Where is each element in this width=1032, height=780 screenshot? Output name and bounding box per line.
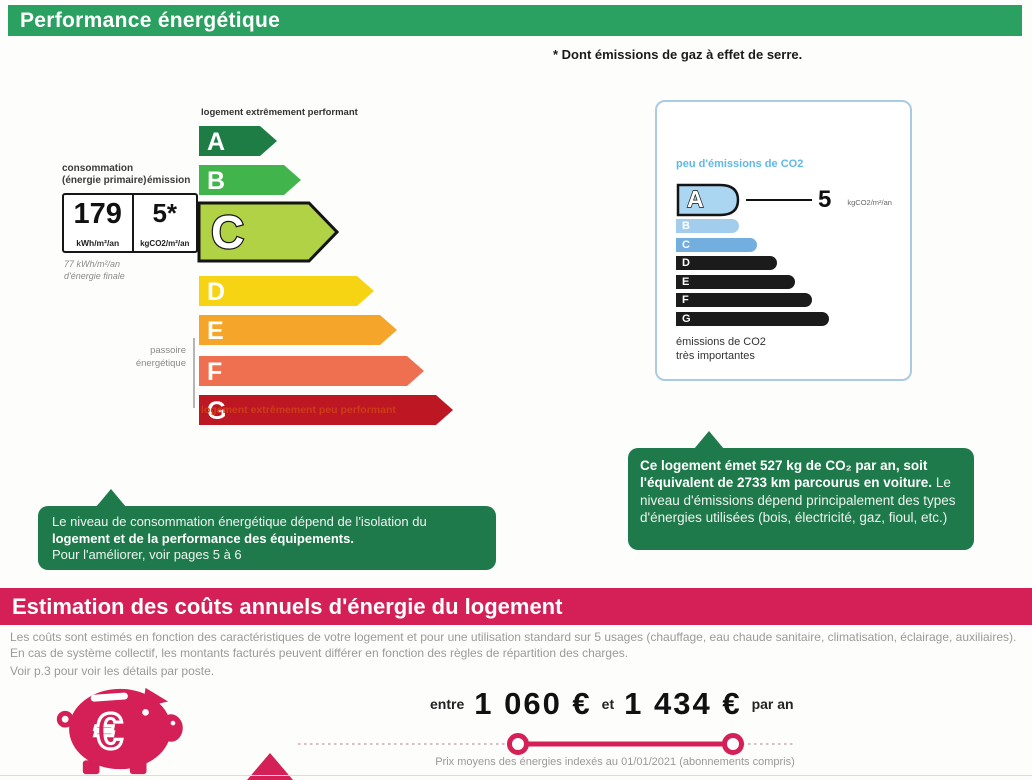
consumption-value: 179 <box>73 198 122 230</box>
energy-callout-line3: Pour l'améliorer, voir pages 5 à 6 <box>52 547 242 563</box>
energy-scale-bottom-label: logement extrêmement peu performant <box>201 404 396 416</box>
svg-text:E: E <box>207 317 224 345</box>
co2-class-A-arrow: A <box>676 183 740 217</box>
co2-class-E-bar: E <box>676 274 795 289</box>
emission-cell: 5* kgCO2/m²/an <box>134 195 197 251</box>
costs-header-bar: Estimation des coûts annuels d'énergie d… <box>0 588 1032 625</box>
energy-scale-top-label: logement extrêmement performant <box>201 107 358 118</box>
performance-header-bar: Performance énergétique <box>8 5 1022 36</box>
svg-text:F: F <box>207 358 222 386</box>
per-year-label: par an <box>751 696 794 712</box>
emission-unit: kgCO2/m²/an <box>140 239 190 248</box>
emission-value: 5* <box>152 198 178 228</box>
final-energy-note: 77 kWh/m²/an d'énergie finale <box>64 259 125 281</box>
energy-callout-line2: logement et de la performance des équipe… <box>52 530 354 546</box>
performance-title: Performance énergétique <box>20 8 281 32</box>
costs-description: Les coûts sont estimés en fonction des c… <box>10 630 1024 679</box>
co2-class-F-bar: F <box>676 293 812 307</box>
energy-sieve-bracket <box>193 338 195 408</box>
co2-class-D-bar: D <box>676 256 777 270</box>
slider-handle-low <box>507 733 529 755</box>
costs-title: Estimation des coûts annuels d'énergie d… <box>12 593 563 619</box>
svg-text:G: G <box>207 397 226 425</box>
energy-class-D: D <box>197 274 455 308</box>
svg-text:D: D <box>207 278 225 306</box>
consumption-unit: kWh/m²/an <box>76 238 120 248</box>
ghg-footnote: * Dont émissions de gaz à effet de serre… <box>553 47 803 62</box>
svg-text:C: C <box>211 206 244 258</box>
energy-callout-line1: Le niveau de consommation énergétique dé… <box>52 514 427 529</box>
co2-class-C-bar: C <box>676 237 757 252</box>
energy-class-B: B <box>197 163 455 197</box>
svg-text:A: A <box>687 186 704 212</box>
energy-class-F: F <box>197 354 455 388</box>
co2-class-G-bar: G <box>676 311 829 326</box>
svg-text:B: B <box>207 167 225 195</box>
cost-range-slider <box>298 733 793 755</box>
energy-class-C-current: C <box>197 201 455 263</box>
co2-scale-top-label: peu d'émissions de CO2 <box>676 158 804 170</box>
slider-handle-high <box>722 733 744 755</box>
and-label: et <box>601 696 615 712</box>
energy-rating-box: 179 kWh/m²/an 5* kgCO2/m²/an <box>62 193 198 253</box>
price-index-footnote: Prix moyens des énergies indexés au 01/0… <box>435 756 795 768</box>
annual-cost-estimate: entre 1 060 € et 1 434 € par an <box>430 684 794 724</box>
co2-class-current-row: A 5 kgCO2/m²/an <box>676 183 892 217</box>
piggy-bank-icon: € <box>56 687 183 775</box>
svg-text:€: € <box>95 703 123 760</box>
co2-class-B-bar: B <box>676 219 739 233</box>
page-bottom-divider <box>0 775 1032 776</box>
costs-paragraph-text: Les coûts sont estimés en fonction des c… <box>10 630 1017 660</box>
consumption-label: consommation (énergie primaire) <box>62 163 147 186</box>
cost-low-value: 1 060 € <box>474 686 592 721</box>
co2-scale-bottom-label: émissions de CO2 très importantes <box>676 336 766 363</box>
energy-class-A: A <box>197 124 455 158</box>
energy-callout-bubble: Le niveau de consommation énergétique dé… <box>38 489 496 570</box>
co2-callout-bubble: Ce logement émet 527 kg de CO₂ par an, s… <box>628 431 974 550</box>
energy-class-E: E <box>197 313 455 347</box>
energy-class-G: G <box>197 393 455 427</box>
consumption-cell: 179 kWh/m²/an <box>64 195 134 251</box>
co2-value: 5 <box>818 186 832 213</box>
co2-value-unit: kgCO2/m²/an <box>847 197 892 207</box>
svg-text:A: A <box>207 128 225 156</box>
emission-label: émission <box>147 175 191 186</box>
co2-callout-normal-text: Le niveau d'émissions dépend principalem… <box>640 475 956 525</box>
costs-paragraph2-text: Voir p.3 pour voir les détails par poste… <box>10 663 215 678</box>
between-label: entre <box>430 696 465 712</box>
energy-sieve-label: passoire énergétique <box>135 345 186 370</box>
co2-pointer-line <box>746 198 812 202</box>
cost-high-value: 1 434 € <box>624 686 742 721</box>
co2-callout-bold-text: Ce logement émet 527 kg de CO₂ par an, s… <box>640 458 933 491</box>
